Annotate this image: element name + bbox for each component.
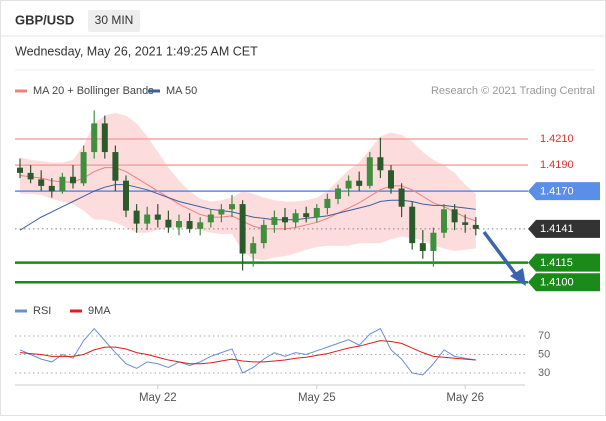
- legend-label: MA 20 + Bollinger Bands: [33, 85, 154, 97]
- forecast-arrowhead: [510, 268, 526, 286]
- candle-body: [91, 123, 98, 153]
- candle-body: [176, 221, 182, 228]
- x-tick-label: May 26: [446, 392, 484, 404]
- candle-body: [377, 157, 384, 171]
- candle-body: [250, 243, 257, 254]
- candle-body: [271, 217, 278, 225]
- candle-body: [218, 209, 225, 215]
- legend-label: 9MA: [88, 305, 111, 317]
- candle-body: [70, 176, 76, 184]
- candle-body: [207, 214, 214, 223]
- candle-body: [38, 179, 45, 186]
- level-tag: [528, 273, 600, 292]
- symbol: GBP/USD: [15, 12, 74, 27]
- legend-label: RSI: [33, 305, 51, 317]
- candle-body: [112, 152, 119, 181]
- level-label: 1.4141: [540, 223, 574, 235]
- candle-body: [441, 209, 447, 233]
- candle-body: [165, 219, 172, 228]
- level-label: 1.4115: [540, 257, 573, 269]
- candle-body: [17, 167, 23, 173]
- candle-body: [282, 217, 288, 223]
- timeframe-box: [88, 10, 140, 32]
- level-tag: [528, 253, 600, 272]
- ma20-line: [19, 167, 476, 230]
- candle-body: [186, 221, 193, 229]
- plot: MA 20 + Bollinger Bands MA 50 1.4210 1.4190…: [15, 85, 600, 404]
- candle-body: [430, 232, 437, 251]
- candle-body: [472, 224, 479, 229]
- candle-body: [239, 204, 246, 254]
- x-tick-label: May 22: [139, 392, 177, 404]
- candle-body: [324, 198, 331, 209]
- candle-body: [462, 222, 469, 225]
- rsi-line: [19, 327, 476, 376]
- candle-body: [48, 185, 55, 192]
- candle-body: [366, 157, 373, 186]
- x-tick-label: May 25: [298, 392, 336, 404]
- candle-body: [398, 188, 405, 207]
- candle-body: [356, 180, 363, 186]
- level-label: 1.4190: [540, 159, 574, 171]
- candle-body: [154, 214, 161, 220]
- candle-body: [419, 243, 426, 251]
- candle-body: [260, 224, 267, 244]
- candle-body: [335, 188, 341, 199]
- rsi-tick-label: 30: [538, 367, 550, 379]
- candle-body: [27, 172, 34, 180]
- rsi-line: [19, 340, 476, 365]
- candle-body: [144, 214, 151, 224]
- legend-label: MA 50: [166, 85, 197, 97]
- candle-body: [229, 204, 235, 210]
- level-tag: [528, 219, 600, 238]
- candle-body: [123, 180, 129, 211]
- candle-body: [451, 209, 458, 223]
- candle-body: [388, 170, 394, 189]
- timeframe: 30 MIN: [95, 13, 134, 27]
- candle-body: [303, 213, 310, 218]
- candle-body: [197, 222, 204, 229]
- candle-body: [292, 213, 299, 223]
- candle-body: [101, 123, 108, 153]
- level-label: 1.4100: [540, 277, 574, 289]
- candle-body: [80, 152, 87, 184]
- level-label: 1.4210: [540, 133, 574, 145]
- candle-body: [133, 210, 140, 224]
- level-tag: [528, 182, 600, 201]
- candle-body: [313, 208, 320, 218]
- rsi-tick-label: 50: [538, 348, 550, 360]
- level-label: 1.4170: [540, 186, 574, 198]
- rsi-tick-label: 70: [538, 330, 550, 342]
- candle-body: [59, 176, 66, 192]
- credit: Research © 2021 Trading Central: [431, 85, 595, 97]
- candle-body: [345, 180, 352, 189]
- subtitle: Wednesday, May 26, 2021 1:49:25 AM CET: [15, 44, 258, 58]
- forecast-arrow: [482, 230, 519, 278]
- candle-body: [409, 206, 416, 244]
